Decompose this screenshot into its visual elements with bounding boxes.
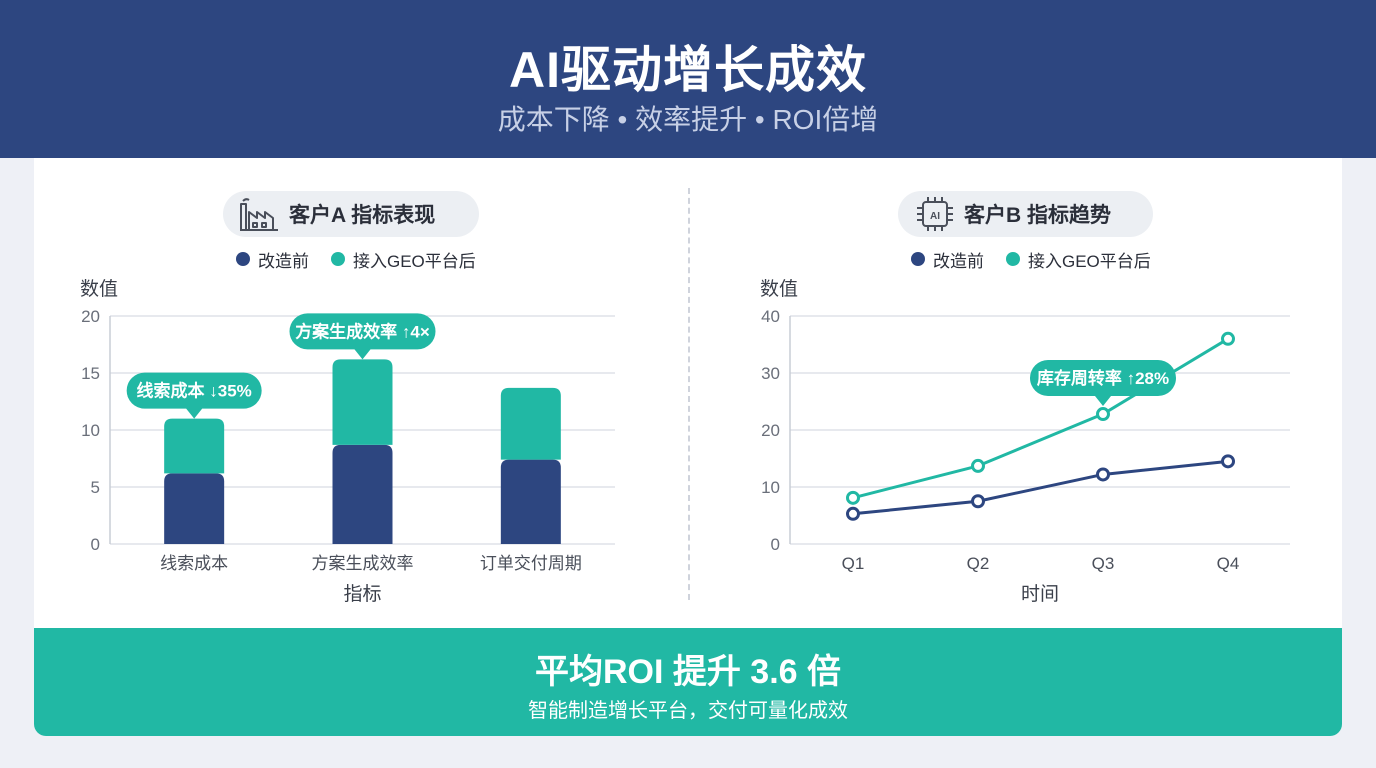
roi-footer: 平均ROI 提升 3.6 倍 智能制造增长平台，交付可量化成效 [34,628,1342,736]
bar-callout: 线索成本 ↓35% [126,372,262,419]
y-tick-label: 0 [771,535,780,554]
legend-label-after: 接入GEO平台后 [1028,251,1151,271]
factory-icon [237,194,283,234]
svg-text:AI: AI [930,211,940,222]
bar-callout-bubble [126,372,262,419]
x-axis-label: 时间 [1021,583,1059,605]
chart-divider [688,188,690,600]
data-point-after [971,458,985,473]
x-tick-label: 线索成本 [160,554,228,573]
data-point-before [846,506,860,521]
header-banner: AI驱动增长成效 成本下降 • 效率提升 • ROI倍增 [0,0,1376,158]
data-point-before [1221,454,1235,469]
y-tick-label: 10 [761,478,780,497]
chart-b-legend: 改造前 接入GEO平台后 [911,248,1151,271]
roi-tagline: 智能制造增长平台，交付可量化成效 [528,700,848,722]
x-tick-label: Q4 [1217,554,1240,573]
x-tick-label: Q1 [842,554,865,573]
bar-before [332,444,393,544]
chart-a-title: 客户A 指标表现 [289,204,436,227]
x-tick-label: Q2 [967,554,990,573]
bar-callout-text: 方案生成效率 ↑4× [295,321,430,341]
bar-callout-text: 线索成本 ↓35% [137,381,252,401]
data-point-after [846,490,860,505]
bar-after [332,359,393,445]
y-tick-label: 40 [761,307,780,326]
data-point-before [1096,467,1110,482]
y-tick-label: 15 [81,364,100,383]
x-tick-label: 方案生成效率 [312,554,414,573]
page-title: AI驱动增长成效 [509,42,867,98]
bar-before [500,459,561,544]
bar-callout-bubble [289,313,436,360]
chart-a-legend: 改造前 接入GEO平台后 [236,248,476,271]
x-axis-label: 指标 [343,583,381,605]
bar-after [500,387,561,460]
y-tick-label: 10 [81,421,100,440]
legend-label-after: 接入GEO平台后 [353,251,476,271]
page-subtitle: 成本下降 • 效率提升 • ROI倍增 [497,104,879,135]
legend-swatch-after [1006,252,1020,266]
legend-swatch-before [911,252,925,266]
bar-after [164,418,225,474]
y-axis-label: 数值 [760,278,798,300]
line-callout-text: 库存周转率 ↑28% [1037,368,1169,388]
chart-b-title: 客户B 指标趋势 [964,204,1111,227]
chart-b-title-pill: AI 客户B 指标趋势 [898,191,1153,237]
bar-before [164,473,225,544]
legend-swatch-after [331,252,345,266]
y-tick-label: 0 [91,535,100,554]
legend-label-before: 改造前 [258,251,309,271]
chart-a-title-pill: 客户A 指标表现 [223,191,479,237]
data-point-before [971,494,985,509]
bar-callout: 方案生成效率 ↑4× [289,313,436,360]
legend-label-before: 改造前 [933,251,984,271]
y-axis-label: 数值 [80,278,118,300]
y-tick-label: 20 [761,421,780,440]
y-tick-label: 5 [91,478,100,497]
x-tick-label: 订单交付周期 [480,554,582,573]
roi-headline: 平均ROI 提升 3.6 倍 [534,653,842,691]
line-callout-bubble [1030,360,1176,407]
line-callout: 库存周转率 ↑28% [1030,360,1176,407]
y-tick-label: 20 [81,307,100,326]
ai-chip-icon: AI [912,194,958,234]
legend-swatch-before [236,252,250,266]
y-tick-label: 30 [761,364,780,383]
data-point-after [1221,331,1235,346]
series-line-before [852,459,1229,516]
x-tick-label: Q3 [1092,554,1115,573]
data-point-after [1096,407,1110,422]
